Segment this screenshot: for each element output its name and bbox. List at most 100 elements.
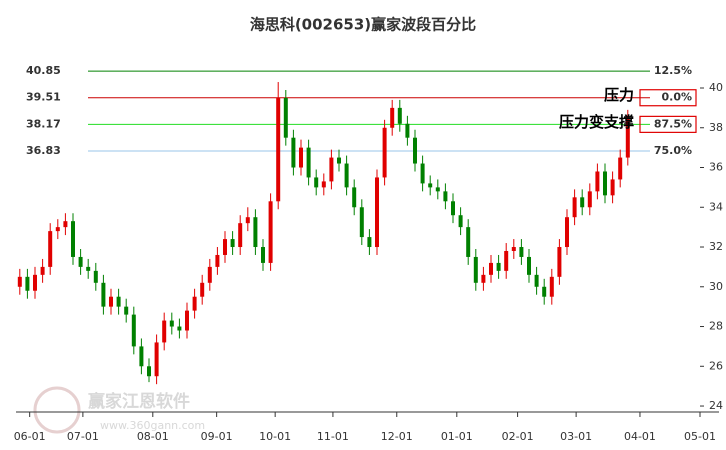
x-tick-label: 12-01 — [381, 430, 413, 443]
candle-body — [375, 177, 379, 248]
candle-body — [595, 171, 600, 192]
candle-body — [63, 221, 68, 228]
y-tick-label: 32 — [709, 240, 723, 253]
candle-body — [139, 346, 144, 367]
candle-body — [496, 262, 501, 271]
level-percent: 87.5% — [654, 117, 692, 130]
level-box — [639, 89, 697, 107]
candle-body — [352, 187, 357, 208]
y-tick-label: 28 — [709, 320, 723, 333]
x-tick-label: 06-01 — [14, 430, 46, 443]
candle-body — [261, 247, 265, 263]
candle-body — [458, 215, 463, 228]
candle-body — [413, 137, 417, 164]
candle-body — [473, 256, 478, 283]
candle-body — [314, 177, 319, 188]
candle-body — [618, 157, 623, 180]
candle-body — [382, 127, 387, 178]
watermark-url: www.360gann.com — [100, 419, 205, 432]
candle-body — [200, 282, 205, 297]
candle-body — [557, 247, 562, 277]
candle-body — [116, 296, 121, 307]
candle-body — [443, 191, 448, 202]
y-tick-label: 38 — [709, 121, 723, 134]
candle-body — [230, 239, 235, 248]
candle-body — [344, 163, 349, 188]
candle-body — [93, 270, 98, 283]
x-tick-label: 04-01 — [624, 430, 656, 443]
candle-body — [451, 201, 455, 216]
candle-body — [283, 97, 288, 138]
x-tick-label: 11-01 — [317, 430, 349, 443]
candle-body — [511, 247, 516, 251]
candle-body — [207, 266, 212, 283]
candle-body — [481, 274, 486, 283]
level-value: 40.85 — [26, 64, 61, 77]
candle-body — [603, 171, 607, 196]
candle-body — [321, 181, 326, 188]
candle-body — [572, 197, 577, 218]
x-tick-label: 09-01 — [201, 430, 233, 443]
level-percent: 0.0% — [661, 91, 692, 104]
candle-body — [215, 254, 220, 267]
x-tick-label: 01-01 — [441, 430, 473, 443]
candle-body — [147, 366, 151, 377]
candle-body — [299, 147, 303, 168]
candle-body — [71, 221, 75, 257]
x-tick-label: 02-01 — [502, 430, 534, 443]
candle-body — [504, 250, 509, 271]
candle-body — [55, 227, 60, 232]
candle-body — [337, 157, 341, 164]
candle-body — [367, 237, 372, 248]
x-tick-label: 07-01 — [67, 430, 99, 443]
candle-body — [268, 201, 273, 263]
x-tick-label: 05-01 — [684, 430, 716, 443]
chart-title: 海思科(002653)赢家波段百分比 — [250, 16, 476, 34]
level-percent: 75.0% — [654, 144, 692, 157]
x-tick-label: 03-01 — [560, 430, 592, 443]
candle-body — [610, 179, 615, 196]
candle-body — [542, 286, 547, 297]
candle-body — [519, 247, 524, 257]
y-tick-label: 24 — [709, 399, 723, 412]
candle-body — [185, 310, 189, 331]
candle-body — [390, 107, 395, 128]
candle-body — [33, 274, 37, 291]
candle-body — [86, 266, 91, 271]
candle-body — [17, 276, 22, 287]
candle-body — [428, 183, 433, 188]
candle-body — [48, 231, 53, 267]
candle-body — [580, 197, 585, 208]
candle-body — [625, 115, 630, 158]
candle-body — [489, 262, 493, 275]
candle-body — [40, 266, 45, 275]
candle-body — [109, 296, 113, 307]
x-tick-label: 08-01 — [137, 430, 169, 443]
candle-body — [131, 314, 136, 347]
annotation: 压力变支撑 — [559, 113, 634, 131]
candle-body — [276, 97, 281, 202]
candle-body — [154, 342, 159, 377]
level-box — [639, 115, 697, 133]
y-tick-label: 36 — [709, 161, 723, 174]
candle-body — [565, 217, 569, 248]
candle-body — [549, 276, 554, 297]
y-tick-label: 34 — [709, 200, 723, 213]
y-tick-label: 30 — [709, 280, 723, 293]
candle-body — [329, 157, 334, 182]
candle-body — [397, 107, 402, 124]
candle-body — [534, 274, 539, 287]
watermark: 赢家江恩软件 www.360gann.com — [33, 386, 205, 434]
candle-body — [238, 223, 243, 248]
candle-body — [420, 163, 425, 184]
candle-body — [162, 320, 167, 343]
candle-body — [435, 187, 440, 192]
candle-body — [466, 227, 471, 257]
candle-body — [177, 326, 182, 331]
candle-body — [253, 217, 258, 248]
x-tick-label: 10-01 — [259, 430, 291, 443]
candle-body — [245, 217, 250, 224]
annotation: 压力 — [604, 86, 634, 104]
candle-body — [359, 207, 364, 238]
